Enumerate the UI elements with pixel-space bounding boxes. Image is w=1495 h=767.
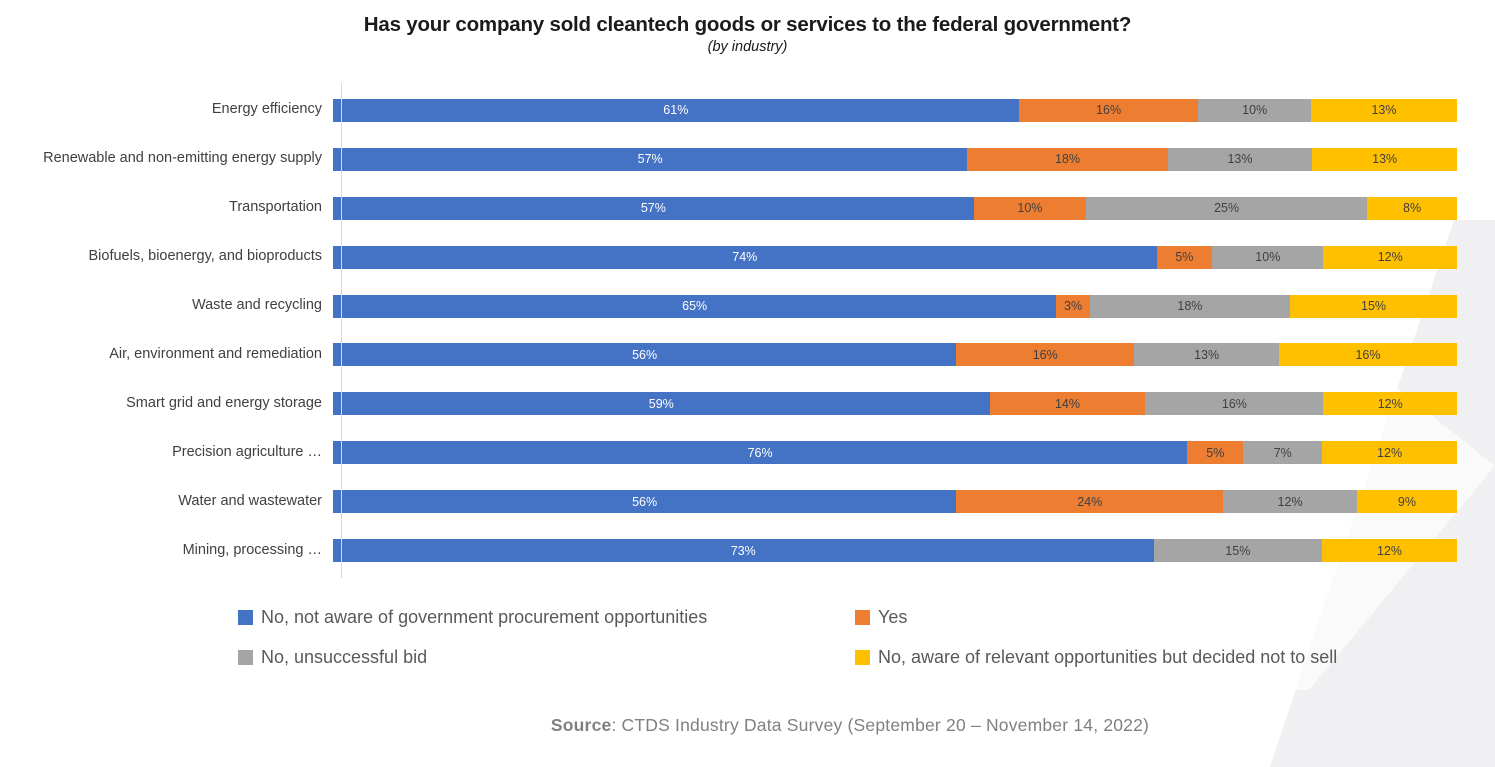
stacked-bar: 59% 14% 16% 12% [333,392,1457,416]
bar-segment: 7% [1243,441,1323,465]
category-label: Biofuels, bioenergy, and bioproducts [88,248,323,265]
chart-row: Precision agriculture … 76% 5% 7% 12% [0,428,1495,477]
legend-item: No, unsuccessful bid [238,646,855,669]
bar-segment: 18% [967,147,1168,171]
bar-segment: 15% [1153,539,1323,563]
bar-segment: 15% [1290,294,1457,318]
bar-segment: 57% [333,147,968,171]
legend-swatch-icon [855,649,870,665]
bar-segment: 56% [333,490,957,514]
chart-row: Transportation 57% 10% 25% 8% [0,184,1495,233]
stacked-bar: 76% 5% 7% 12% [333,441,1457,465]
bar-segment: 24% [956,490,1224,514]
stacked-bar: 56% 24% 12% 9% [333,490,1457,514]
stacked-bar: 73% 15% 12% [333,539,1457,563]
chart-row: Energy efficiency 61% 16% 10% 13% [0,86,1495,135]
stacked-bar: 57% 10% 25% 8% [333,196,1458,220]
category-label: Renewable and non-emitting energy supply [43,150,322,167]
bar-segment: 10% [1212,245,1324,269]
stacked-bar: 61% 16% 10% 13% [333,98,1458,122]
legend-label: No, not aware of government procurement … [261,607,708,627]
category-label: Precision agriculture … [172,443,322,460]
bar-segment: 12% [1323,392,1457,416]
bar-segment: 12% [1322,539,1457,563]
bar-segment: 73% [333,539,1154,563]
bar-segment: 10% [973,196,1087,220]
bar-segment: 12% [1323,245,1457,269]
bar-segment: 16% [1278,343,1457,367]
chart-row: Water and wastewater 56% 24% 12% 9% [0,477,1495,526]
legend-label: Yes [878,607,908,627]
bar-segment: 16% [1018,98,1199,122]
bar-rows: Energy efficiency 61% 16% 10% 13% Renewable a… [0,86,1495,575]
chart-title: Has your company sold cleantech goods or… [363,13,1132,36]
category-label: Waste and recycling [191,297,322,314]
bar-segment: 9% [1356,490,1457,514]
source-text: : CTDS Industry Data Survey (September 2… [611,715,1150,735]
bar-segment: 13% [1310,98,1458,122]
bar-segment: 56% [333,343,957,367]
chart-row: Smart grid and energy storage 59% 14% 16% 12… [0,379,1495,428]
bar-segment: 25% [1086,196,1368,220]
category-label: Smart grid and energy storage [126,394,322,411]
stacked-bar: 56% 16% 13% 16% [333,343,1457,367]
bar-segment: 12% [1322,441,1457,465]
bar-segment: 18% [1089,294,1291,318]
category-label: Transportation [229,199,322,216]
stacked-bar: 65% 3% 18% 15% [333,294,1457,318]
y-axis-line [341,83,342,578]
bar-segment: 13% [1312,147,1457,171]
bar-segment: 16% [1145,392,1324,416]
chart-row: Biofuels, bioenergy, and bioproducts 74% 5… [0,233,1495,282]
legend-swatch-icon [238,649,253,665]
legend-item: Yes [855,606,1495,629]
bar-segment: 3% [1056,294,1090,318]
category-label: Energy efficiency [211,101,322,118]
category-label: Water and wastewater [178,492,322,509]
legend-item: No, aware of relevant opportunities but … [855,646,1495,669]
bar-segment: 14% [989,392,1146,416]
chart-page: Has your company sold cleantech goods or… [0,13,1495,767]
bar-segment: 13% [1167,147,1313,171]
bar-segment: 59% [333,392,990,416]
bar-segment: 5% [1156,245,1213,269]
bar-segment: 76% [333,441,1188,465]
stacked-bar: 57% 18% 13% 13% [333,147,1457,171]
bar-segment: 74% [333,245,1157,269]
bar-segment: 12% [1223,490,1357,514]
legend-item: No, not aware of government procurement … [238,606,855,629]
chart-row: Renewable and non-emitting energy supply… [0,135,1495,184]
bar-segment: 61% [333,98,1019,122]
bar-segment: 10% [1198,98,1311,122]
legend-label: No, unsuccessful bid [261,646,428,667]
legend-label: No, aware of relevant opportunities but … [878,646,1338,667]
legend: No, not aware of government procurement … [0,606,1495,668]
legend-swatch-icon [855,610,870,625]
chart-row: Waste and recycling 65% 3% 18% 15% [0,282,1495,331]
bar-segment: 57% [333,196,974,220]
stacked-bar: 74% 5% 10% 12% [333,245,1457,269]
chart-row: Mining, processing … 73% 15% 12% [0,526,1495,575]
chart-row: Air, environment and remediation 56% 16% 13… [0,331,1495,380]
bar-segment: 5% [1187,441,1244,465]
source-label: Source [550,715,612,735]
category-label: Mining, processing … [182,541,322,558]
bar-segment: 13% [1134,343,1279,367]
bar-segment: 16% [956,343,1135,367]
chart-subtitle: (by industry) [707,39,788,55]
bar-segment: 65% [333,294,1057,318]
legend-swatch-icon [238,610,253,625]
bar-segment: 8% [1367,196,1458,220]
source-note: Source: CTDS Industry Data Survey (Septe… [0,715,1495,736]
category-label: Air, environment and remediation [109,346,322,363]
plot-area: Energy efficiency 61% 16% 10% 13% Renewable a… [0,83,1495,578]
